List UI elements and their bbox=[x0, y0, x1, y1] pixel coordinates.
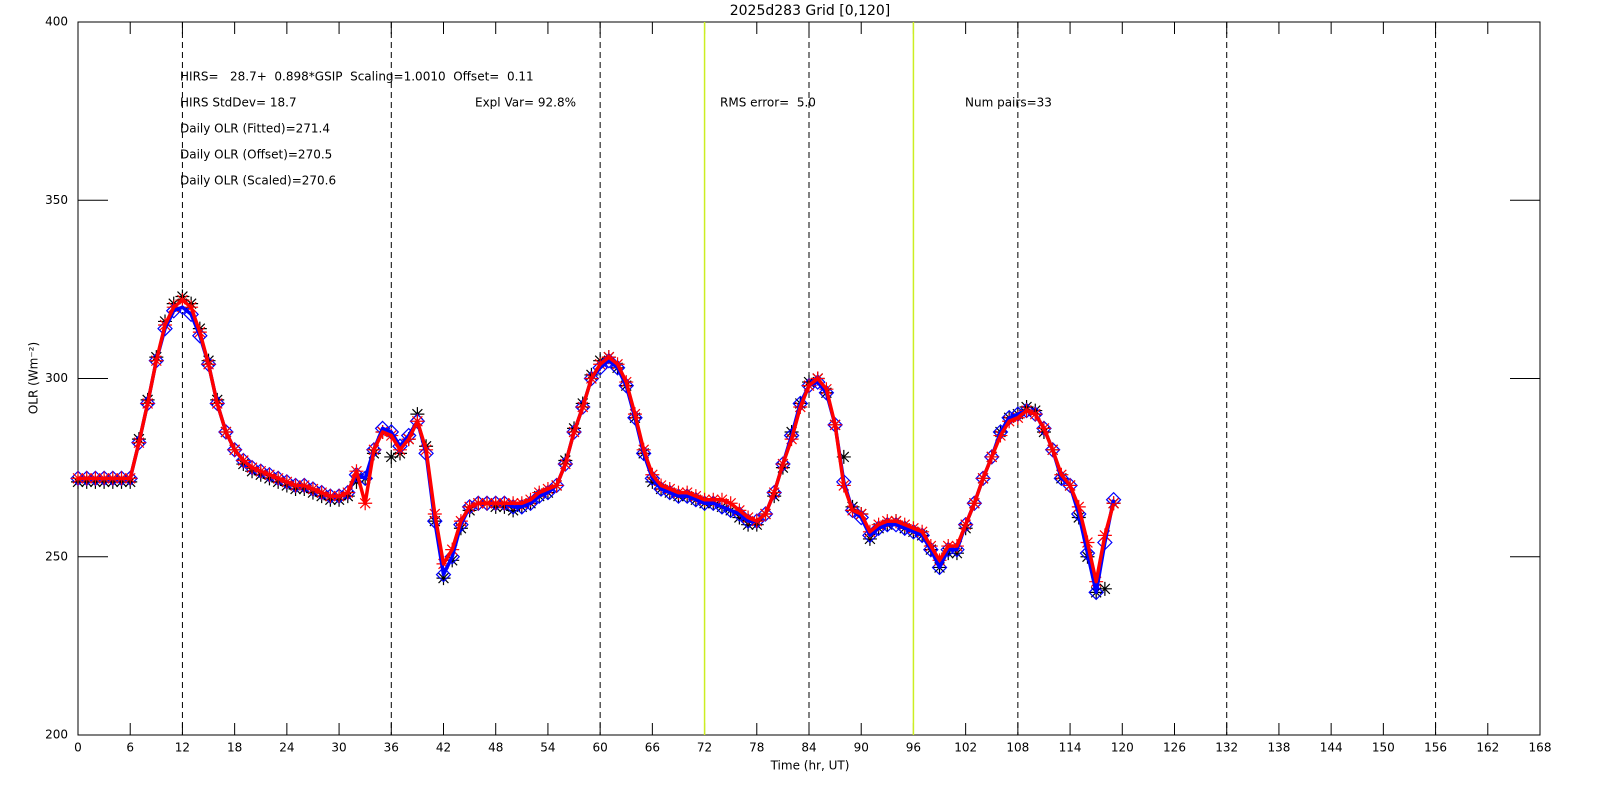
x-tick-label: 156 bbox=[1424, 741, 1447, 755]
x-tick-label: 12 bbox=[175, 741, 190, 755]
x-tick-label: 72 bbox=[697, 741, 712, 755]
x-tick-label: 78 bbox=[749, 741, 764, 755]
series-line bbox=[78, 298, 1116, 584]
x-tick-label: 54 bbox=[540, 741, 555, 755]
x-tick-label: 144 bbox=[1320, 741, 1343, 755]
marker bbox=[1053, 470, 1070, 487]
x-tick-label: 18 bbox=[227, 741, 242, 755]
x-tick-label: 162 bbox=[1476, 741, 1499, 755]
marker bbox=[836, 449, 851, 464]
x-tick-label: 102 bbox=[954, 741, 977, 755]
x-tick-label: 66 bbox=[645, 741, 660, 755]
y-tick-label: 250 bbox=[45, 549, 68, 563]
x-tick-label: 0 bbox=[74, 741, 82, 755]
x-tick-label: 24 bbox=[279, 741, 294, 755]
y-tick-label: 400 bbox=[45, 15, 68, 29]
x-tick-label: 48 bbox=[488, 741, 503, 755]
marker bbox=[618, 377, 635, 394]
x-tick-label: 36 bbox=[384, 741, 399, 755]
marker bbox=[1088, 584, 1105, 601]
marker bbox=[600, 352, 617, 369]
annotation: HIRS StdDev= 18.7 bbox=[180, 96, 297, 110]
x-tick-label: 132 bbox=[1215, 741, 1238, 755]
x-axis-label: Time (hr, UT) bbox=[770, 759, 850, 773]
marker bbox=[732, 510, 747, 525]
annotation: Expl Var= 92.8% bbox=[475, 96, 576, 110]
y-tick-label: 200 bbox=[45, 728, 68, 742]
marker bbox=[922, 541, 939, 558]
x-tick-label: 150 bbox=[1372, 741, 1395, 755]
annotation: Num pairs=33 bbox=[965, 96, 1052, 110]
marker bbox=[635, 445, 652, 462]
annotation: Daily OLR (Fitted)=271.4 bbox=[180, 122, 330, 136]
annotation: Daily OLR (Scaled)=270.6 bbox=[180, 174, 336, 188]
chart-title: 2025d283 Grid [0,120] bbox=[730, 3, 891, 19]
marker bbox=[949, 546, 964, 561]
marker bbox=[191, 327, 208, 344]
marker bbox=[506, 503, 521, 518]
x-tick-label: 96 bbox=[906, 741, 921, 755]
x-tick-label: 114 bbox=[1059, 741, 1082, 755]
y-tick-label: 350 bbox=[45, 193, 68, 207]
y-tick-label: 300 bbox=[45, 371, 68, 385]
x-tick-label: 6 bbox=[126, 741, 134, 755]
x-tick-label: 120 bbox=[1111, 741, 1134, 755]
marker bbox=[1097, 581, 1112, 596]
marker bbox=[436, 571, 451, 586]
marker bbox=[157, 320, 173, 337]
marker bbox=[453, 516, 469, 533]
marker bbox=[435, 566, 452, 583]
x-tick-label: 84 bbox=[801, 741, 816, 755]
marker bbox=[818, 384, 835, 401]
marker bbox=[645, 474, 660, 489]
marker bbox=[862, 531, 877, 546]
x-tick-label: 126 bbox=[1163, 741, 1186, 755]
x-tick-label: 60 bbox=[593, 741, 608, 755]
annotation: Daily OLR (Offset)=270.5 bbox=[180, 148, 332, 162]
x-tick-label: 42 bbox=[436, 741, 451, 755]
x-tick-label: 30 bbox=[331, 741, 346, 755]
marker bbox=[384, 449, 399, 464]
y-axis-label: OLR (Wm⁻²) bbox=[27, 342, 41, 414]
marker bbox=[741, 517, 756, 532]
x-tick-label: 138 bbox=[1267, 741, 1290, 755]
annotation: RMS error= 5.0 bbox=[720, 96, 816, 110]
x-tick-label: 168 bbox=[1529, 741, 1552, 755]
marker bbox=[809, 374, 826, 390]
x-tick-label: 90 bbox=[854, 741, 869, 755]
x-tick-label: 108 bbox=[1006, 741, 1029, 755]
marker bbox=[644, 470, 661, 487]
annotation: HIRS= 28.7+ 0.898*GSIP Scaling=1.0010 Of… bbox=[180, 70, 534, 84]
marker bbox=[348, 466, 365, 483]
